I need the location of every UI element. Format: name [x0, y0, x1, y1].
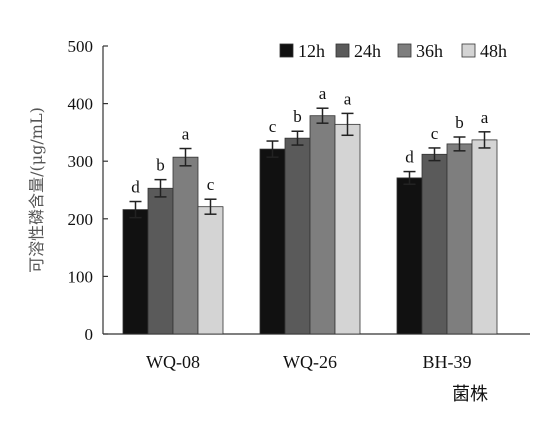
bar: [197, 206, 224, 335]
significance-label: d: [405, 148, 414, 167]
category-label: WQ-08: [146, 352, 200, 372]
bar: [309, 115, 336, 335]
category-label: WQ-26: [283, 352, 337, 372]
significance-label: c: [269, 117, 277, 136]
y-tick-label: 0: [85, 325, 94, 344]
category-labels: WQ-08 WQ-26 BH-39: [146, 352, 471, 372]
significance-label: a: [481, 108, 489, 127]
significance-label: b: [293, 107, 302, 126]
bar: [334, 123, 361, 335]
legend-swatch: [397, 43, 412, 58]
legend: 12h 24h 36h 48h: [279, 41, 507, 61]
y-tick-label: 200: [68, 210, 94, 229]
bar: [471, 139, 498, 335]
legend-swatch: [279, 43, 294, 58]
significance-label: b: [455, 113, 464, 132]
legend-label: 24h: [354, 41, 381, 61]
significance-label: c: [207, 175, 215, 194]
significance-label: d: [131, 178, 140, 197]
legend-swatch: [461, 43, 476, 58]
significance-label: c: [431, 124, 439, 143]
y-tick-label: 500: [68, 37, 94, 56]
bar: [421, 153, 448, 335]
legend-label: 12h: [298, 41, 325, 61]
y-axis-title: 可溶性磷含量/(μg/mL): [27, 107, 46, 273]
y-tick-label: 400: [68, 95, 94, 114]
significance-label: a: [319, 84, 327, 103]
y-axis: 0 100 200 300 400 500: [68, 37, 530, 344]
y-tick-label: 100: [68, 267, 94, 286]
legend-label: 36h: [416, 41, 443, 61]
bar: [446, 143, 473, 335]
bar: [147, 187, 174, 335]
significance-label: a: [344, 89, 352, 108]
significance-label: a: [182, 125, 190, 144]
category-label: BH-39: [423, 352, 472, 372]
x-axis-title: 菌株: [452, 384, 488, 404]
bar: [122, 209, 149, 335]
y-tick-label: 300: [68, 152, 94, 171]
legend-label: 48h: [480, 41, 507, 61]
significance-label: b: [156, 156, 165, 175]
bar: [396, 177, 423, 335]
bar: [284, 137, 311, 335]
legend-swatch: [335, 43, 350, 58]
bar: [259, 148, 286, 335]
bar: [172, 156, 199, 335]
